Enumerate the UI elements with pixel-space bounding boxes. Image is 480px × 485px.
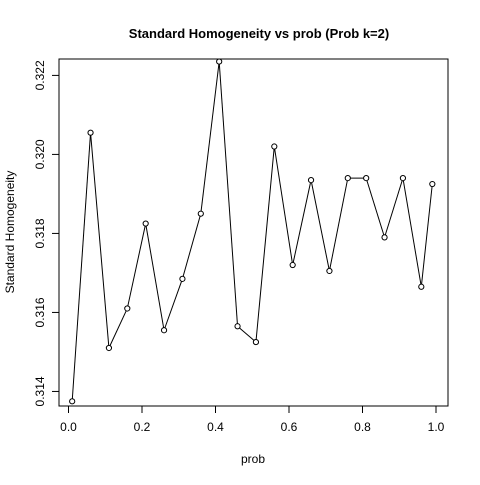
data-point — [381, 234, 388, 241]
y-tick-label: 0.320 — [33, 139, 47, 169]
plot-frame — [58, 58, 449, 407]
x-tick-label: 1.0 — [428, 420, 445, 434]
series-line-segment — [109, 310, 127, 346]
data-point — [124, 305, 131, 312]
series-line-segment — [329, 180, 348, 269]
series-line-segment — [182, 216, 201, 277]
data-point — [252, 338, 260, 346]
data-point — [418, 283, 425, 290]
data-point — [326, 267, 333, 275]
data-point — [399, 175, 407, 182]
x-tick-label: 0.4 — [207, 420, 224, 434]
x-tick-label: 0.0 — [60, 420, 77, 434]
y-tick-label: 0.322 — [33, 60, 47, 90]
series-line-segment — [274, 149, 293, 263]
data-point — [344, 175, 351, 182]
series-line-segment — [200, 64, 220, 212]
data-point — [271, 143, 278, 150]
x-axis-label: prob — [241, 452, 265, 466]
series-line-segment — [402, 180, 422, 285]
data-point — [307, 176, 315, 184]
series-homogeneity — [69, 58, 436, 405]
data-point — [289, 261, 296, 269]
series-line-segment — [71, 135, 91, 399]
data-point — [197, 210, 204, 217]
data-point — [142, 220, 149, 227]
x-axis: 0.0 0.2 0.4 0.6 0.8 1.0 — [60, 406, 445, 434]
series-line-segment — [292, 182, 311, 263]
y-axis: 0.314 0.316 0.318 0.320 0.322 — [33, 60, 59, 406]
data-point — [234, 323, 241, 330]
data-point — [160, 327, 168, 334]
data-point — [429, 180, 436, 188]
x-tick-label: 0.6 — [281, 420, 298, 434]
series-line-segment — [421, 186, 433, 285]
data-point — [105, 344, 113, 352]
y-tick-label: 0.318 — [33, 218, 47, 248]
chart-title: Standard Homogeneity vs prob (Prob k=2) — [129, 26, 389, 41]
data-point — [69, 398, 76, 405]
series-line-segment — [145, 226, 165, 328]
series-line-segment — [384, 180, 403, 236]
data-point — [216, 58, 223, 65]
series-line-segment — [127, 225, 146, 307]
series-line-segment — [255, 149, 275, 340]
data-point — [363, 175, 370, 182]
series-line-segment — [311, 182, 330, 269]
y-tick-label: 0.314 — [33, 376, 47, 406]
series-line-segment — [164, 281, 183, 328]
series-line-segment — [90, 135, 110, 346]
y-axis-label: Standard Homogeneity — [3, 171, 17, 294]
data-point — [87, 129, 94, 136]
x-tick-label: 0.8 — [354, 420, 371, 434]
x-tick-label: 0.2 — [134, 420, 151, 434]
series-line-segment — [366, 180, 385, 236]
series-line-segment — [218, 64, 238, 324]
series-line-segment — [239, 327, 255, 341]
y-tick-label: 0.316 — [33, 297, 47, 327]
data-point — [179, 275, 186, 282]
